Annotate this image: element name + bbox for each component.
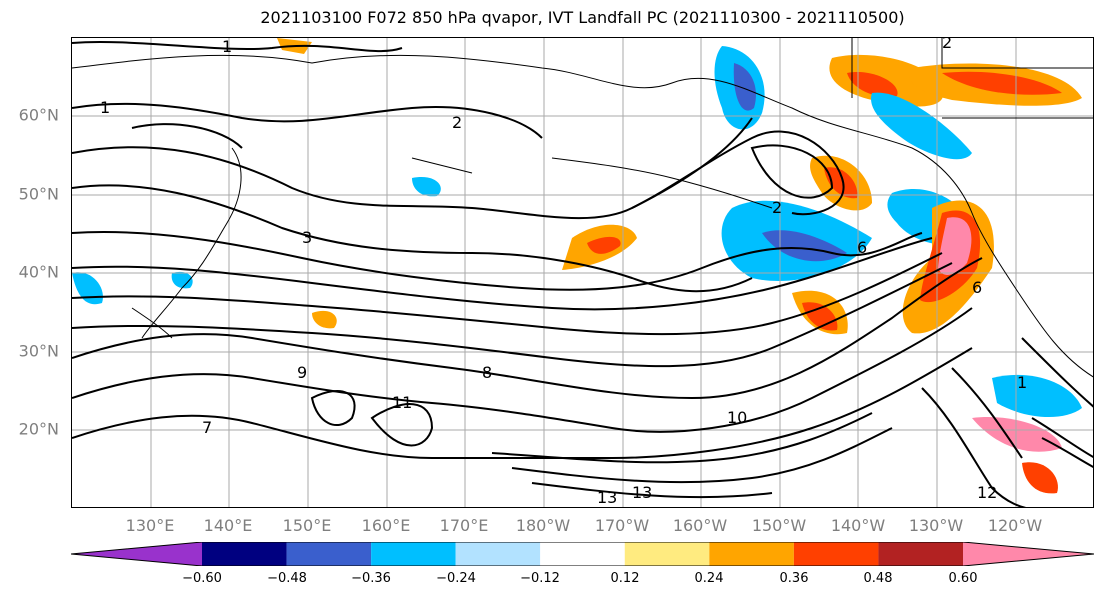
contour-label: 1: [100, 98, 110, 117]
contour-label: 8: [482, 363, 492, 382]
latitude-label: 60°N: [18, 105, 59, 125]
latitude-label: 20°N: [18, 419, 59, 439]
colorbar-tick: 0.48: [863, 571, 893, 586]
map-panel: 1 1 2 3 2 6 8 9 11 10 13 13 12 7 1 6 2: [71, 37, 1094, 508]
contour-label: 10: [727, 408, 747, 427]
patch-blue-small2: [171, 271, 193, 289]
colorbar-segment: [202, 542, 287, 566]
longitude-label: 170°W: [594, 516, 650, 535]
contour-label: 13: [597, 488, 617, 507]
patch-pink-coast: [938, 217, 972, 275]
patch-orange-small: [312, 310, 337, 329]
latitude-label: 30°N: [18, 341, 59, 361]
longitude-label: 180°W: [515, 516, 571, 535]
patch-blue-japan: [72, 272, 103, 305]
contour-label: 6: [972, 278, 982, 297]
patch-red-gulf: [824, 167, 858, 199]
ivt-contours: [72, 40, 1093, 507]
map-title: 2021103100 F072 850 hPa qvapor, IVT Land…: [260, 8, 905, 27]
longitude-label: 140°E: [203, 516, 253, 535]
contour-label: 2: [942, 38, 952, 52]
colorbar-segment: [540, 542, 625, 566]
longitude-label: 130°E: [125, 516, 175, 535]
patch-blue-small: [412, 177, 441, 197]
colorbar-tick: −0.12: [520, 571, 560, 586]
longitude-label: 150°E: [282, 516, 332, 535]
colorbar-tick: −0.36: [351, 571, 391, 586]
colorbar-segment: [371, 542, 456, 566]
colorbar-tick: 0.60: [948, 571, 978, 586]
longitude-label: 170°E: [439, 516, 489, 535]
contour-label: 13: [632, 483, 652, 502]
longitude-label: 120°W: [987, 516, 1043, 535]
patch-red-south: [1022, 462, 1058, 494]
contour-label: 6: [857, 238, 867, 257]
contour-label: 2: [452, 113, 462, 132]
colorbar-segment: [71, 542, 202, 566]
contour-label: 3: [302, 228, 312, 247]
contour-label-group: 1 1 2 3 2 6 8 9 11 10 13 13 12 7 1 6 2: [100, 38, 1027, 507]
colorbar-segment: [963, 542, 1094, 566]
patch-pink-south: [972, 417, 1062, 452]
colorbar-tick: −0.24: [436, 571, 476, 586]
patch-red-ak: [847, 72, 898, 97]
contour-label: 7: [202, 418, 212, 437]
colorbar-tick: 0.36: [779, 571, 809, 586]
anomaly-shading: [72, 38, 1082, 494]
latitude-label: 40°N: [18, 262, 59, 282]
map-canvas: 1 1 2 3 2 6 8 9 11 10 13 13 12 7 1 6 2: [72, 38, 1093, 507]
contour-label: 1: [1017, 373, 1027, 392]
colorbar-segment: [455, 542, 541, 566]
latitude-label: 50°N: [18, 184, 59, 204]
colorbar-tick: 0.12: [610, 571, 640, 586]
colorbar-segment: [709, 542, 794, 566]
colorbar-tick: −0.48: [267, 571, 307, 586]
longitude-label: 140°W: [830, 516, 886, 535]
coastlines: [72, 38, 1093, 378]
colorbar-segment: [624, 542, 710, 566]
colorbar-segment: [878, 542, 963, 566]
longitude-label: 160°W: [672, 516, 728, 535]
contour-label: 1: [222, 38, 232, 56]
colorbar-segment: [793, 542, 879, 566]
contour-label: 9: [297, 363, 307, 382]
longitude-label: 150°W: [751, 516, 807, 535]
colorbar: [71, 542, 1094, 566]
colorbar-tick: 0.24: [694, 571, 724, 586]
contour-label: 11: [392, 393, 412, 412]
patch-blue-south: [992, 374, 1082, 418]
longitude-label: 130°W: [908, 516, 964, 535]
patch-red-central: [587, 236, 621, 254]
patch-blue-gulf: [871, 92, 972, 160]
colorbar-tick: −0.60: [182, 571, 222, 586]
colorbar-segment: [286, 542, 372, 566]
longitude-label: 160°E: [361, 516, 411, 535]
patch-darkblue: [733, 63, 756, 111]
contour-label: 12: [977, 483, 997, 502]
contour-label: 2: [772, 198, 782, 217]
patch-red-canada: [942, 71, 1062, 95]
patch-darkblue-ne: [762, 230, 847, 262]
colorbar-segments: [71, 542, 1094, 566]
